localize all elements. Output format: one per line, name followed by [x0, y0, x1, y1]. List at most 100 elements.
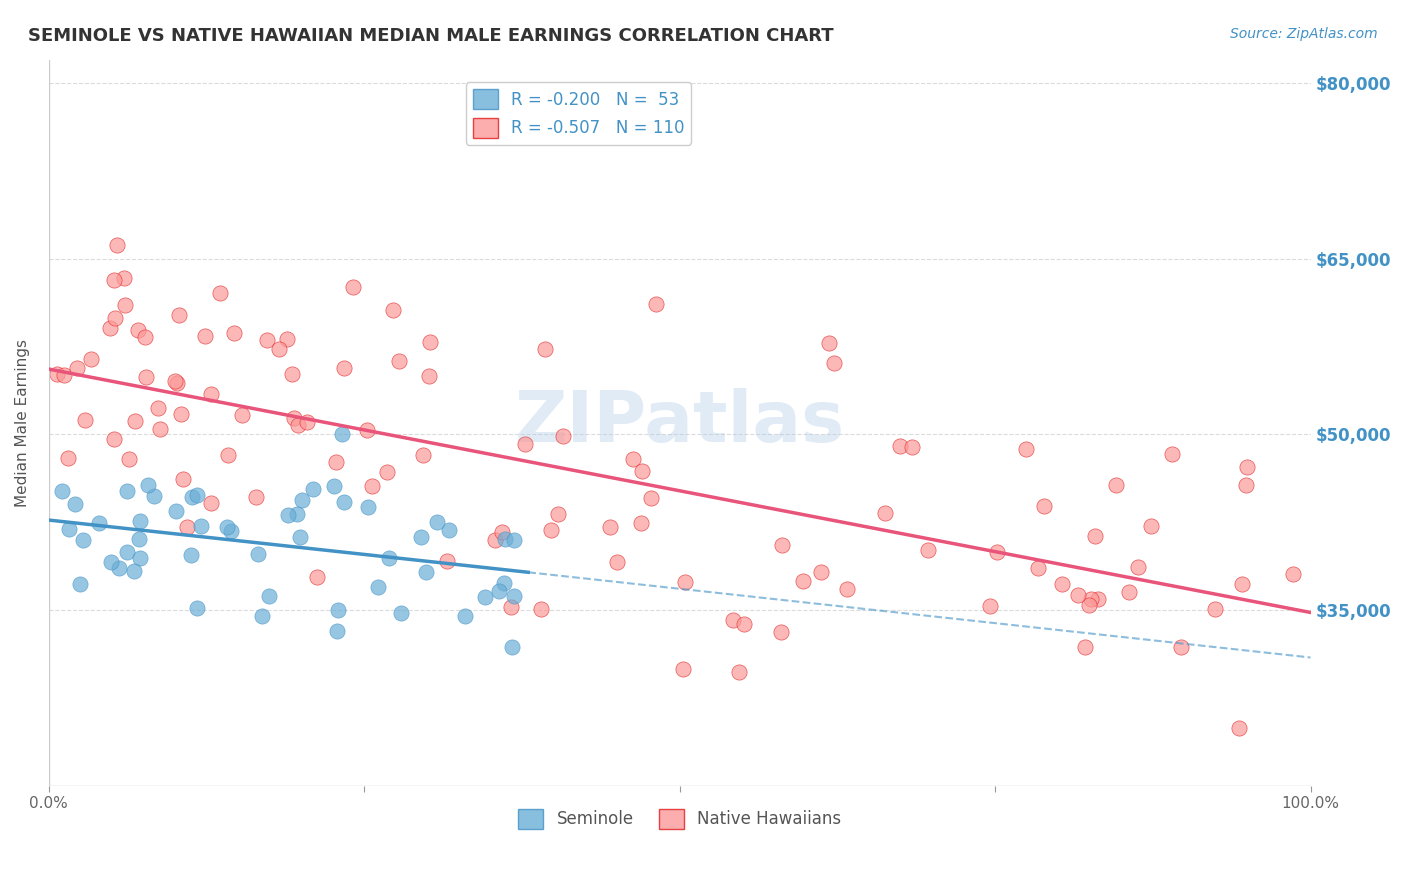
Point	[288, 530, 311, 544]
Point	[103, 432, 125, 446]
Point	[53, 368, 76, 382]
Point	[415, 566, 437, 580]
Point	[727, 665, 749, 680]
Point	[142, 489, 165, 503]
Point	[267, 342, 290, 356]
Point	[1236, 460, 1258, 475]
Point	[606, 555, 628, 569]
Point	[200, 496, 222, 510]
Point	[186, 600, 208, 615]
Point	[112, 270, 135, 285]
Point	[333, 361, 356, 376]
Point	[217, 448, 239, 462]
Point	[114, 298, 136, 312]
Point	[640, 491, 662, 505]
Point	[1087, 591, 1109, 606]
Point	[146, 401, 169, 416]
Point	[835, 582, 858, 597]
Point	[375, 466, 398, 480]
Point	[194, 329, 217, 343]
Point	[426, 515, 449, 529]
Point	[630, 516, 652, 530]
Point	[530, 601, 553, 615]
Point	[917, 542, 939, 557]
Point	[180, 490, 202, 504]
Point	[770, 625, 793, 640]
Point	[873, 507, 896, 521]
Point	[165, 503, 187, 517]
Point	[124, 414, 146, 428]
Point	[259, 589, 281, 603]
Point	[66, 361, 89, 376]
Point	[367, 580, 389, 594]
Point	[1139, 519, 1161, 533]
Point	[58, 522, 80, 536]
Point	[378, 550, 401, 565]
Point	[501, 600, 523, 615]
Point	[176, 520, 198, 534]
Point	[534, 343, 557, 357]
Text: ZIPatlas: ZIPatlas	[515, 388, 845, 458]
Point	[1067, 588, 1090, 602]
Point	[332, 495, 354, 509]
Point	[491, 524, 513, 539]
Point	[1227, 721, 1250, 735]
Point	[165, 374, 187, 388]
Point	[823, 356, 845, 370]
Point	[503, 533, 526, 547]
Point	[180, 549, 202, 563]
Point	[540, 523, 562, 537]
Point	[411, 530, 433, 544]
Point	[513, 436, 536, 450]
Point	[128, 532, 150, 546]
Point	[388, 354, 411, 368]
Point	[283, 411, 305, 425]
Point	[256, 333, 278, 347]
Point	[1232, 576, 1254, 591]
Point	[224, 326, 246, 340]
Point	[1282, 566, 1305, 581]
Point	[1170, 640, 1192, 654]
Point	[69, 577, 91, 591]
Point	[1118, 584, 1140, 599]
Point	[63, 497, 86, 511]
Point	[770, 538, 793, 552]
Point	[118, 451, 141, 466]
Point	[172, 472, 194, 486]
Point	[73, 413, 96, 427]
Point	[323, 479, 346, 493]
Point	[301, 482, 323, 496]
Point	[325, 455, 347, 469]
Point	[276, 332, 298, 346]
Y-axis label: Median Male Earnings: Median Male Earnings	[15, 339, 30, 507]
Point	[599, 520, 621, 534]
Point	[305, 570, 328, 584]
Point	[484, 533, 506, 548]
Point	[672, 662, 695, 676]
Point	[1073, 640, 1095, 655]
Point	[900, 440, 922, 454]
Point	[215, 520, 238, 534]
Point	[149, 422, 172, 436]
Point	[889, 439, 911, 453]
Point	[1015, 442, 1038, 456]
Point	[357, 500, 380, 514]
Point	[186, 488, 208, 502]
Point	[419, 334, 441, 349]
Point	[1083, 529, 1105, 543]
Point	[80, 352, 103, 367]
Point	[135, 369, 157, 384]
Point	[127, 323, 149, 337]
Point	[356, 423, 378, 437]
Point	[644, 297, 666, 311]
Point	[200, 387, 222, 401]
Point	[281, 367, 304, 381]
Point	[100, 555, 122, 569]
Point	[810, 565, 832, 579]
Point	[277, 508, 299, 522]
Point	[631, 464, 654, 478]
Point	[547, 507, 569, 521]
Point	[87, 516, 110, 530]
Point	[134, 330, 156, 344]
Point	[1026, 560, 1049, 574]
